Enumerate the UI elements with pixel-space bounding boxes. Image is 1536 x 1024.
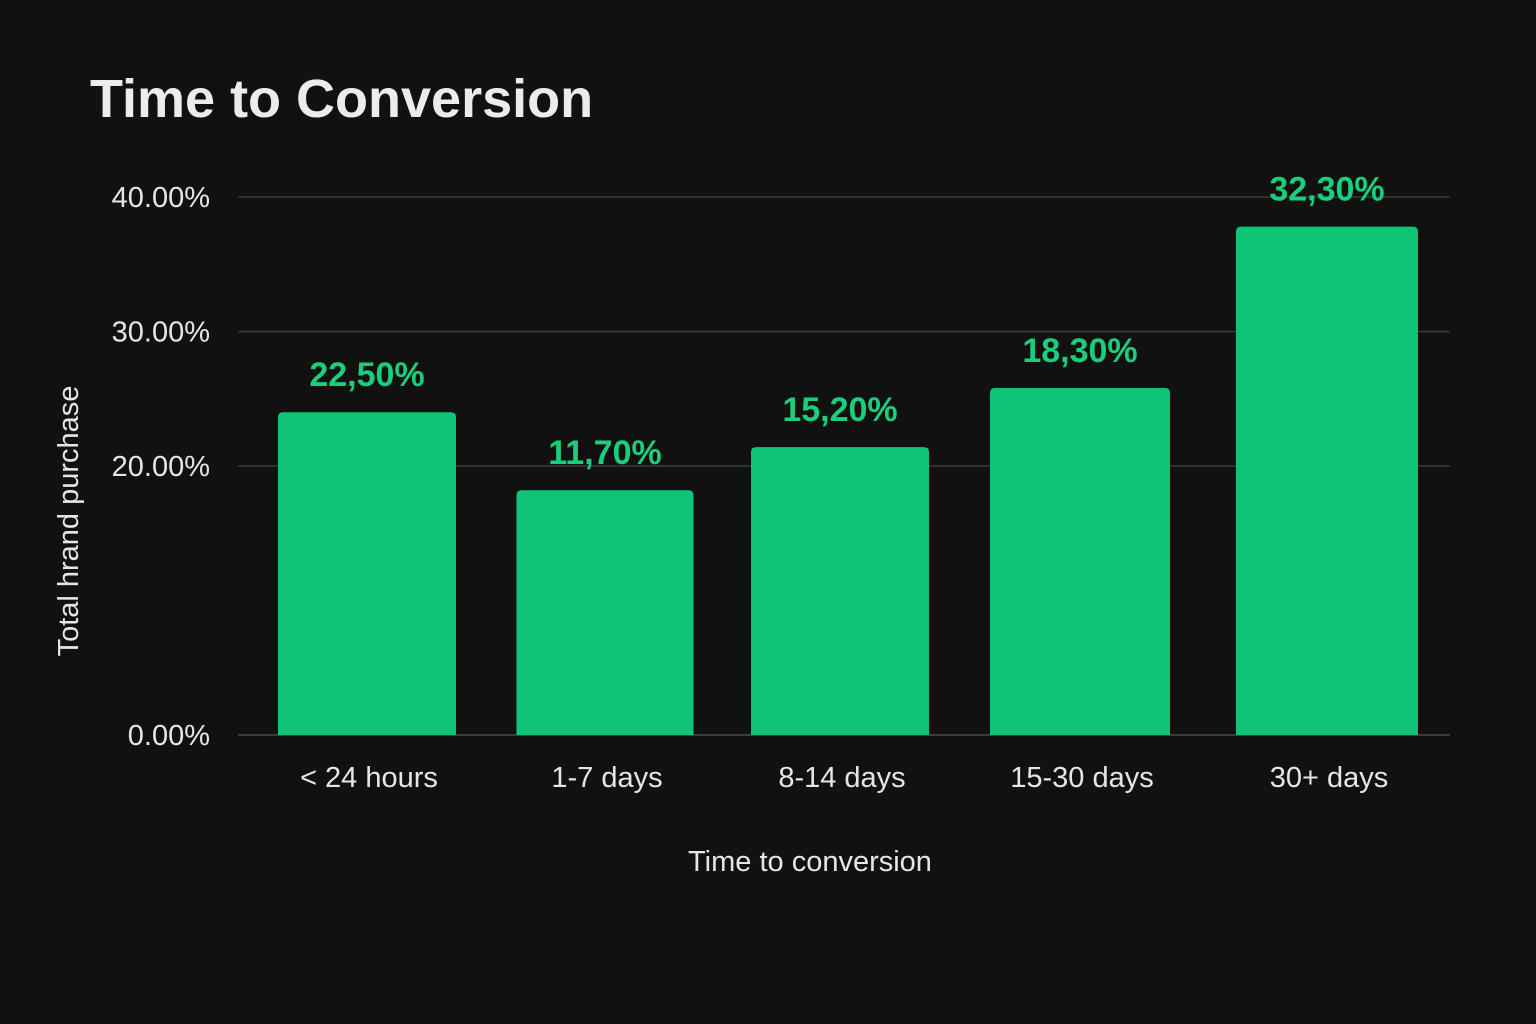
bars <box>278 226 1418 735</box>
bar <box>751 447 929 735</box>
bar-value-label: 22,50% <box>309 356 424 394</box>
bar <box>278 412 456 735</box>
bar-value-label: 11,70% <box>548 434 661 472</box>
chart-title: Time to Conversion <box>90 69 594 129</box>
bar <box>1236 226 1418 735</box>
x-axis-ticks: < 24 hours 1-7 days 8-14 days 15-30 days 30+… <box>300 762 1388 794</box>
y-axis-title: Total hrand purchase <box>53 386 85 657</box>
x-tick-label: < 24 hours <box>300 762 438 794</box>
x-tick-label: 8-14 days <box>778 762 905 794</box>
y-tick-label: 20.00% <box>112 451 210 483</box>
bar-value-label: 32,30% <box>1269 171 1384 209</box>
x-tick-label: 30+ days <box>1270 762 1389 794</box>
bar-value-label: 18,30% <box>1022 332 1137 370</box>
x-tick-label: 15-30 days <box>1010 762 1154 794</box>
y-tick-label: 0.00% <box>128 720 210 752</box>
y-tick-label: 30.00% <box>112 317 210 349</box>
x-tick-label: 1-7 days <box>551 762 662 794</box>
bar-value-label: 15,20% <box>782 391 897 429</box>
bar <box>990 387 1170 735</box>
y-axis-ticks: 0.00% 20.00% 30.00% 40.00% <box>112 182 210 752</box>
bar <box>516 490 694 735</box>
data-labels: 22,50% 11,70% 15,20% 18,30% 32,30% <box>309 171 1384 473</box>
y-tick-label: 40.00% <box>112 182 210 214</box>
x-axis-title: Time to conversion <box>688 846 932 878</box>
